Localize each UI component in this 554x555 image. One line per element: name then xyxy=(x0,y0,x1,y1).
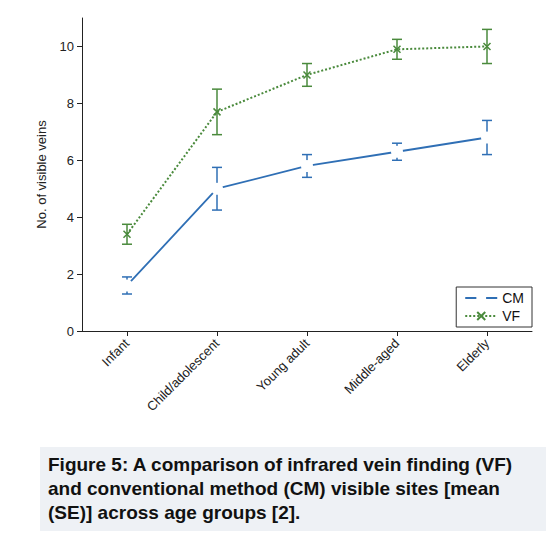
svg-text:8: 8 xyxy=(67,96,74,111)
svg-text:Infant: Infant xyxy=(99,335,133,369)
svg-text:0: 0 xyxy=(67,324,74,339)
svg-text:10: 10 xyxy=(60,39,74,54)
svg-text:4: 4 xyxy=(67,210,74,225)
svg-text:No. of visible veins: No. of visible veins xyxy=(34,120,49,229)
svg-text:Elderly: Elderly xyxy=(454,335,493,374)
svg-text:VF: VF xyxy=(502,308,520,324)
svg-text:CM: CM xyxy=(502,290,524,306)
svg-text:6: 6 xyxy=(67,153,74,168)
html-text:Figure 5: A comparison of infr: Figure 5: A comparison of infrared vein … xyxy=(48,454,513,523)
svg-text:Middle-aged: Middle-aged xyxy=(341,336,402,397)
svg-text:Child/adolescent: Child/adolescent xyxy=(144,335,223,414)
svg-text:2: 2 xyxy=(67,267,74,282)
svg-text:Young adult: Young adult xyxy=(254,335,313,394)
